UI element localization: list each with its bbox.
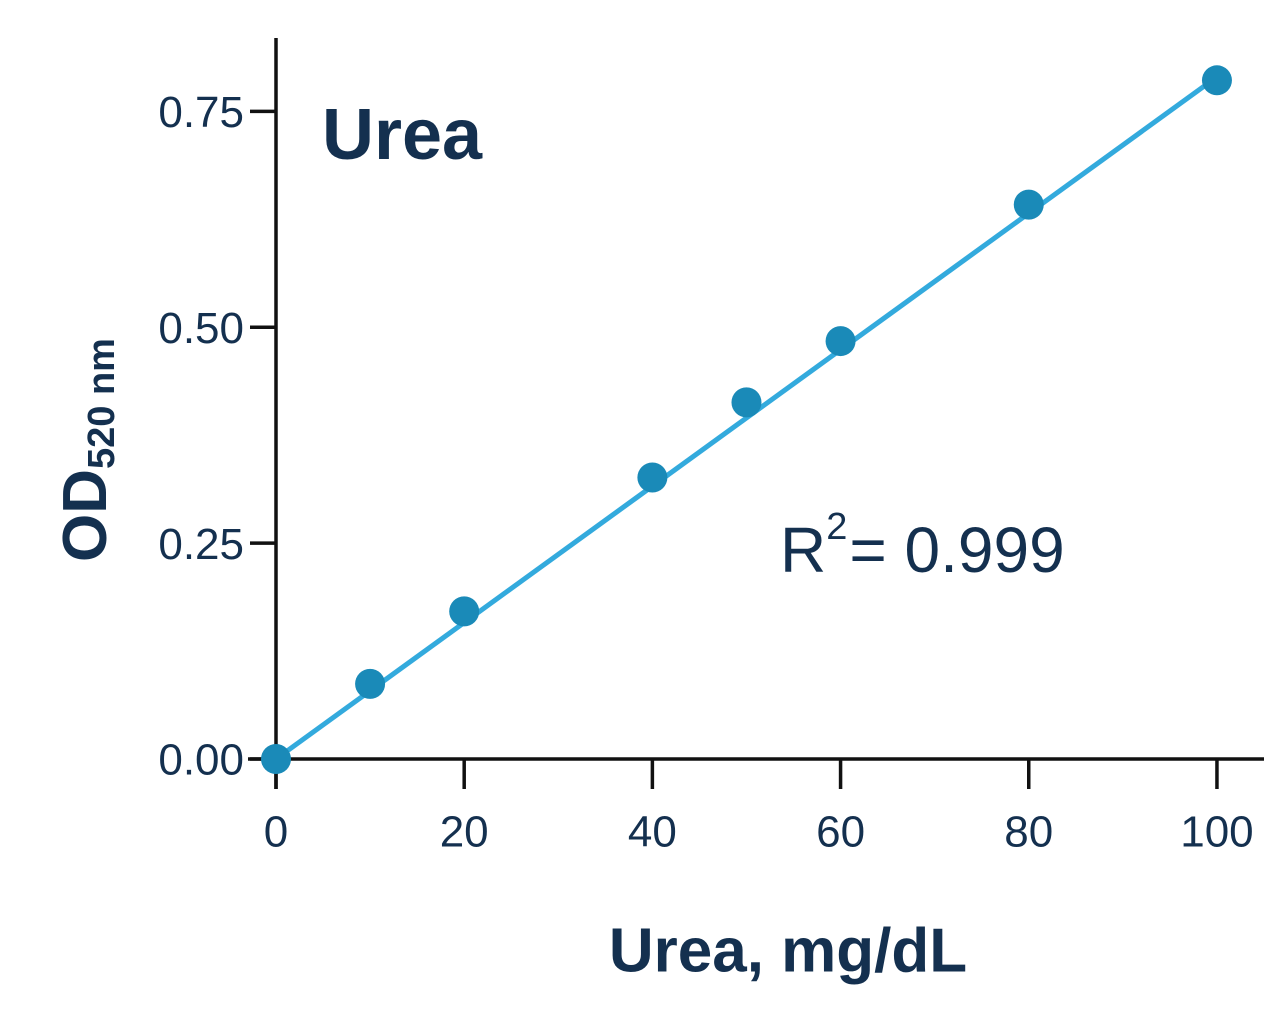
y-label-subscript: 520 nm [81, 338, 123, 469]
x-tick-label: 0 [264, 808, 288, 857]
data-point [1013, 189, 1044, 220]
x-tick-label: 100 [1180, 808, 1253, 857]
fit-line [274, 74, 1219, 762]
annotation-superscript: 2 [826, 506, 847, 548]
y-label-main: OD [51, 469, 120, 562]
data-point [449, 596, 480, 627]
x-axis-label: Urea, mg/dL [609, 916, 967, 985]
x-tick-label: 80 [1004, 808, 1053, 857]
y-axis-label: OD520 nm [51, 338, 123, 562]
y-tick-label: 0.75 [158, 88, 244, 137]
data-point [355, 668, 386, 699]
y-tick-label: 0.25 [158, 520, 244, 569]
annotation: R2= 0.999 [780, 506, 1065, 586]
data-point [1201, 65, 1232, 96]
x-tick-label: 40 [628, 808, 677, 857]
annotation-text: R [780, 514, 826, 586]
data-point [261, 744, 291, 774]
annotation-rest: = 0.999 [849, 514, 1064, 586]
chart-title: Urea [322, 95, 483, 175]
data-point [825, 326, 856, 357]
data-point [731, 387, 762, 418]
data-point [637, 462, 668, 493]
y-tick-label: 0.50 [158, 304, 244, 353]
x-tick-label: 20 [440, 808, 489, 857]
y-tick-label: 0.00 [158, 736, 244, 785]
x-tick-label: 60 [816, 808, 865, 857]
